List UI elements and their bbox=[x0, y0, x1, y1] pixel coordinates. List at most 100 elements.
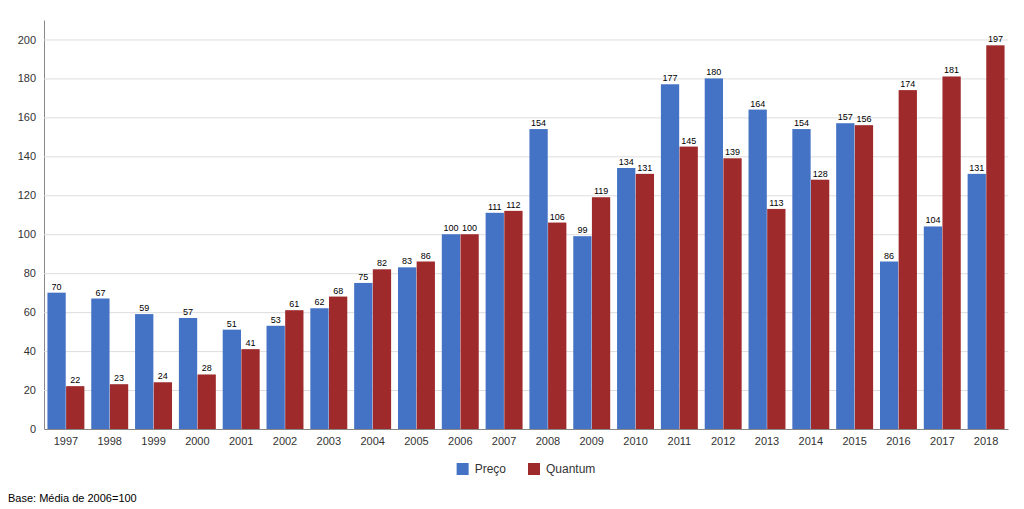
bar bbox=[241, 349, 259, 429]
x-tick-label: 2007 bbox=[492, 435, 516, 447]
bar bbox=[767, 209, 785, 429]
x-tick: 2009 bbox=[579, 429, 603, 447]
bar bbox=[680, 147, 698, 429]
bar bbox=[855, 125, 873, 429]
x-tick-label: 1997 bbox=[54, 435, 78, 447]
bar bbox=[986, 45, 1004, 429]
bar bbox=[811, 180, 829, 429]
bar bbox=[573, 236, 591, 429]
x-tick-label: 2005 bbox=[404, 435, 428, 447]
x-tick: 2005 bbox=[404, 429, 428, 447]
bar bbox=[110, 384, 128, 429]
legend-label: Preço bbox=[475, 462, 507, 476]
data-label: 75 bbox=[358, 272, 368, 282]
data-label: 62 bbox=[314, 297, 324, 307]
x-tick-label: 2013 bbox=[755, 435, 779, 447]
y-tick: 200 bbox=[18, 33, 1008, 45]
data-label: 119 bbox=[594, 186, 608, 196]
data-label: 82 bbox=[377, 258, 387, 268]
data-label: 67 bbox=[95, 288, 105, 298]
bar bbox=[354, 283, 372, 429]
x-tick-label: 2010 bbox=[623, 435, 647, 447]
bar bbox=[417, 262, 435, 429]
data-labels: 7067595751536275831001111549913417718016… bbox=[52, 34, 1003, 385]
y-tick-label: 180 bbox=[18, 72, 36, 84]
x-tick: 2014 bbox=[799, 429, 823, 447]
legend: Preço Quantum bbox=[457, 462, 596, 476]
x-tick: 2015 bbox=[842, 429, 866, 447]
x-tick: 1998 bbox=[97, 429, 121, 447]
legend-label: Quantum bbox=[546, 462, 595, 476]
x-tick: 2012 bbox=[711, 429, 735, 447]
y-axis: 020406080100120140160180200 bbox=[18, 21, 1008, 436]
data-label: 197 bbox=[988, 34, 1003, 44]
x-tick-label: 2006 bbox=[448, 435, 472, 447]
bar bbox=[705, 78, 723, 429]
x-tick: 2004 bbox=[360, 429, 384, 447]
data-label: 154 bbox=[531, 118, 546, 128]
x-tick: 1999 bbox=[141, 429, 165, 447]
data-label: 139 bbox=[725, 147, 740, 157]
legend-item: Preço bbox=[457, 462, 507, 476]
bar bbox=[179, 318, 197, 429]
bar-series bbox=[66, 45, 1004, 429]
grid-line bbox=[44, 78, 1008, 79]
data-label: 113 bbox=[769, 198, 783, 208]
bar-series bbox=[47, 78, 985, 429]
bar bbox=[66, 386, 84, 429]
data-label: 154 bbox=[794, 118, 809, 128]
data-label: 100 bbox=[462, 223, 477, 233]
y-tick-label: 80 bbox=[24, 267, 36, 279]
y-tick-label: 100 bbox=[18, 228, 36, 240]
x-tick-label: 2008 bbox=[536, 435, 560, 447]
x-tick: 2008 bbox=[536, 429, 560, 447]
bar bbox=[47, 293, 65, 429]
data-label: 24 bbox=[158, 371, 168, 381]
y-tick-label: 200 bbox=[18, 33, 36, 45]
data-label: 181 bbox=[944, 65, 959, 75]
x-tick: 2013 bbox=[755, 429, 779, 447]
x-tick: 2003 bbox=[317, 429, 341, 447]
data-label: 112 bbox=[506, 200, 520, 210]
x-tick-label: 1999 bbox=[141, 435, 165, 447]
bar bbox=[880, 262, 898, 429]
data-label: 100 bbox=[443, 223, 458, 233]
bar bbox=[899, 90, 917, 429]
x-tick: 2001 bbox=[229, 429, 253, 447]
data-label: 156 bbox=[856, 114, 871, 124]
x-tick-label: 2001 bbox=[229, 435, 253, 447]
bar bbox=[373, 269, 391, 429]
bar bbox=[968, 174, 986, 429]
bar bbox=[460, 234, 478, 429]
x-tick: 2006 bbox=[448, 429, 472, 447]
data-label: 177 bbox=[663, 73, 678, 83]
data-label: 68 bbox=[333, 286, 343, 296]
data-label: 61 bbox=[289, 299, 299, 309]
data-label: 83 bbox=[402, 256, 412, 266]
plot-area: 0204060801001201401601802001997199819992… bbox=[18, 21, 1009, 447]
chart-container: 0204060801001201401601802001997199819992… bbox=[0, 0, 1024, 509]
x-tick: 2018 bbox=[974, 429, 998, 447]
x-tick: 2002 bbox=[273, 429, 297, 447]
y-tick-label: 140 bbox=[18, 150, 36, 162]
x-tick: 2010 bbox=[623, 429, 647, 447]
bar bbox=[329, 297, 347, 429]
bar bbox=[723, 158, 741, 429]
x-tick-label: 2011 bbox=[668, 435, 692, 447]
x-tick-label: 2003 bbox=[317, 435, 341, 447]
bar bbox=[661, 84, 679, 429]
y-tick-label: 120 bbox=[18, 189, 36, 201]
data-label: 106 bbox=[550, 212, 565, 222]
data-label: 86 bbox=[421, 251, 431, 261]
bar bbox=[792, 129, 810, 429]
y-tick-label: 0 bbox=[30, 423, 36, 435]
x-tick: 2000 bbox=[185, 429, 209, 447]
x-tick-label: 1998 bbox=[97, 435, 121, 447]
bars bbox=[47, 45, 1004, 429]
data-label: 86 bbox=[884, 251, 894, 261]
data-label: 131 bbox=[637, 163, 652, 173]
y-tick: 180 bbox=[18, 72, 1008, 84]
x-tick-label: 2012 bbox=[711, 435, 735, 447]
data-label: 59 bbox=[139, 303, 149, 313]
bar bbox=[398, 267, 416, 429]
